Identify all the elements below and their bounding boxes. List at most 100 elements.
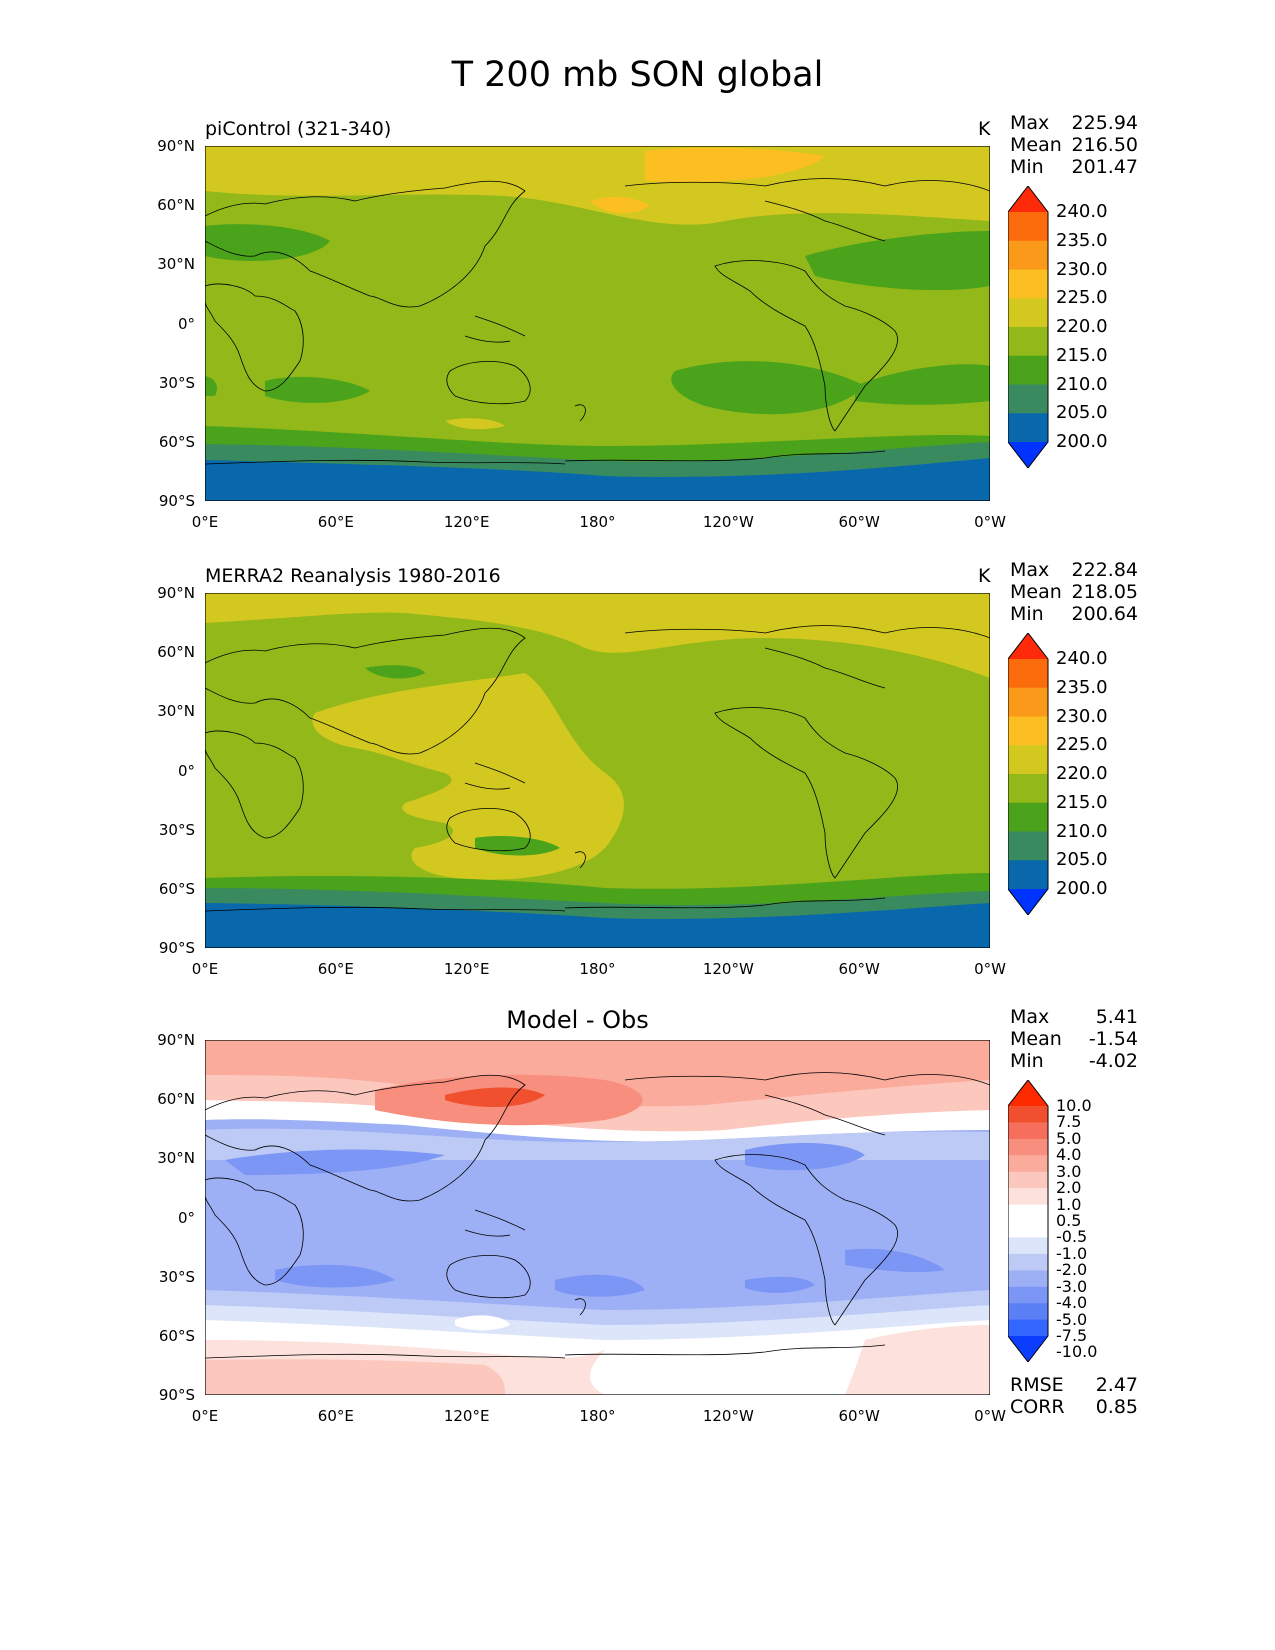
colorbar-bin (1008, 212, 1048, 242)
max-value: 225.94 (1071, 112, 1138, 134)
rmse-label: RMSE (1010, 1374, 1064, 1396)
lon-tick-label: 180° (579, 513, 616, 531)
colorbar-tick-label: 215.0 (1056, 791, 1108, 813)
corr-label: CORR (1010, 1396, 1065, 1418)
colorbar-bin (1008, 1171, 1048, 1189)
panel-3-scores: RMSE 2.47 CORR 0.85 (1010, 1374, 1138, 1418)
colorbar-tick-label: -3.0 (1056, 1276, 1088, 1296)
lon-tick-label: 60°E (317, 1407, 354, 1425)
colorbar-bin (1008, 1138, 1048, 1156)
panel-2-map (205, 593, 990, 948)
colorbar-bin (1008, 355, 1048, 385)
lon-tick-label: 120°E (443, 1407, 490, 1425)
colorbar-tick-label: -4.0 (1056, 1293, 1088, 1313)
colorbar-bin (1008, 1270, 1048, 1288)
colorbar-tick-label: 200.0 (1056, 878, 1108, 899)
colorbar-tick-label: 240.0 (1056, 648, 1108, 669)
colorbar-bin (1008, 860, 1048, 890)
corr-value: 0.85 (1095, 1396, 1138, 1418)
colorbar-bin (1008, 269, 1048, 299)
colorbar-tick-label: 235.0 (1056, 676, 1108, 698)
lon-tick-label: 0°W (974, 513, 1006, 531)
lat-tick-label: 60°S (158, 1326, 195, 1345)
lon-tick-label: 60°E (317, 513, 354, 531)
lon-tick-label: 180° (579, 1407, 616, 1425)
lon-tick-label: 60°E (317, 960, 354, 978)
min-label: Min (1010, 1050, 1044, 1072)
lat-tick-label: 60°S (158, 879, 195, 898)
panel-2-label: MERRA2 Reanalysis 1980-2016 (205, 565, 501, 587)
min-value: 201.47 (1071, 156, 1138, 178)
lat-tick-label: 90°N (157, 584, 195, 602)
colorbar-bin (1008, 240, 1048, 270)
colorbar-tick-label: 0.5 (1056, 1211, 1082, 1230)
colorbar-tick-label: 215.0 (1056, 344, 1108, 366)
colorbar-tick-label: 205.0 (1056, 402, 1108, 424)
colorbar-tick-label: 4.0 (1056, 1145, 1082, 1165)
colorbar-tick-label: 7.5 (1056, 1112, 1082, 1132)
min-label: Min (1010, 156, 1044, 178)
max-label: Max (1010, 112, 1050, 134)
colorbar-extend-max (1008, 633, 1048, 659)
colorbar-tick-label: -10.0 (1056, 1342, 1098, 1362)
lon-tick-label: 60°W (838, 513, 880, 531)
colorbar-tick-label: -2.0 (1056, 1260, 1088, 1280)
colorbar-bin (1008, 298, 1048, 328)
lat-tick-label: 30°S (158, 373, 195, 392)
colorbar-tick-label: 230.0 (1056, 258, 1108, 280)
colorbar-tick-label: 205.0 (1056, 849, 1108, 871)
lon-tick-label: 120°W (702, 960, 754, 978)
max-label: Max (1010, 559, 1050, 581)
figure-title: T 200 mb SON global (451, 55, 824, 95)
mean-value: 216.50 (1071, 134, 1138, 156)
colorbar-tick-label: -0.5 (1056, 1227, 1088, 1247)
mean-value: 218.05 (1071, 581, 1138, 603)
colorbar-bin (1008, 1253, 1048, 1271)
colorbar-tick-label: 225.0 (1056, 287, 1108, 309)
lat-tick-label: 0° (177, 1208, 195, 1227)
mean-value: -1.54 (1088, 1028, 1138, 1050)
colorbar-extend-max (1008, 186, 1048, 212)
panel-1-map (205, 146, 990, 501)
colorbar-bin (1008, 1106, 1048, 1123)
lat-tick-label: 30°S (158, 1267, 195, 1286)
panel-1-units: K (978, 118, 991, 140)
colorbar-extend-min (1008, 1336, 1048, 1362)
max-value: 222.84 (1071, 559, 1138, 581)
colorbar-bin (1008, 1204, 1048, 1222)
panel-2-colorbar (1008, 633, 1049, 915)
panel-3-colorbar (1008, 1080, 1049, 1362)
colorbar-tick-label: 1.0 (1056, 1194, 1082, 1214)
max-value: 5.41 (1095, 1006, 1138, 1028)
lat-tick-label: 60°S (158, 432, 195, 451)
colorbar-tick-label: -7.5 (1056, 1326, 1088, 1345)
colorbar-bin (1008, 687, 1048, 717)
lon-tick-label: 60°W (838, 960, 880, 978)
colorbar-tick-label: 230.0 (1056, 705, 1108, 727)
colorbar-bin (1008, 831, 1048, 861)
lat-tick-label: 30°N (157, 255, 195, 274)
colorbar-tick-label: 210.0 (1056, 373, 1108, 395)
colorbar-tick-label: -5.0 (1056, 1309, 1088, 1329)
colorbar-bin (1008, 1122, 1048, 1140)
mean-label: Mean (1010, 134, 1062, 156)
colorbar-bin (1008, 1286, 1048, 1304)
colorbar-bin (1008, 1237, 1048, 1255)
colorbar-bin (1008, 413, 1048, 443)
panel-1-colorbar (1008, 186, 1049, 468)
colorbar-extend-min (1008, 889, 1048, 915)
max-label: Max (1010, 1006, 1050, 1028)
colorbar-bin (1008, 1319, 1048, 1337)
lat-tick-label: 0° (177, 314, 195, 333)
colorbar-bin (1008, 774, 1048, 804)
min-value: -4.02 (1088, 1050, 1138, 1072)
lat-tick-label: 30°S (158, 820, 195, 839)
colorbar-extend-max (1008, 1080, 1048, 1106)
colorbar-tick-label: 210.0 (1056, 820, 1108, 842)
lat-tick-label: 0° (177, 761, 195, 780)
colorbar-extend-min (1008, 442, 1048, 468)
colorbar-bin (1008, 1188, 1048, 1206)
rmse-value: 2.47 (1095, 1374, 1138, 1396)
lon-tick-label: 120°W (702, 513, 754, 531)
panel-1-stats: Max 225.94 Mean 216.50 Min 201.47 (1010, 112, 1138, 178)
